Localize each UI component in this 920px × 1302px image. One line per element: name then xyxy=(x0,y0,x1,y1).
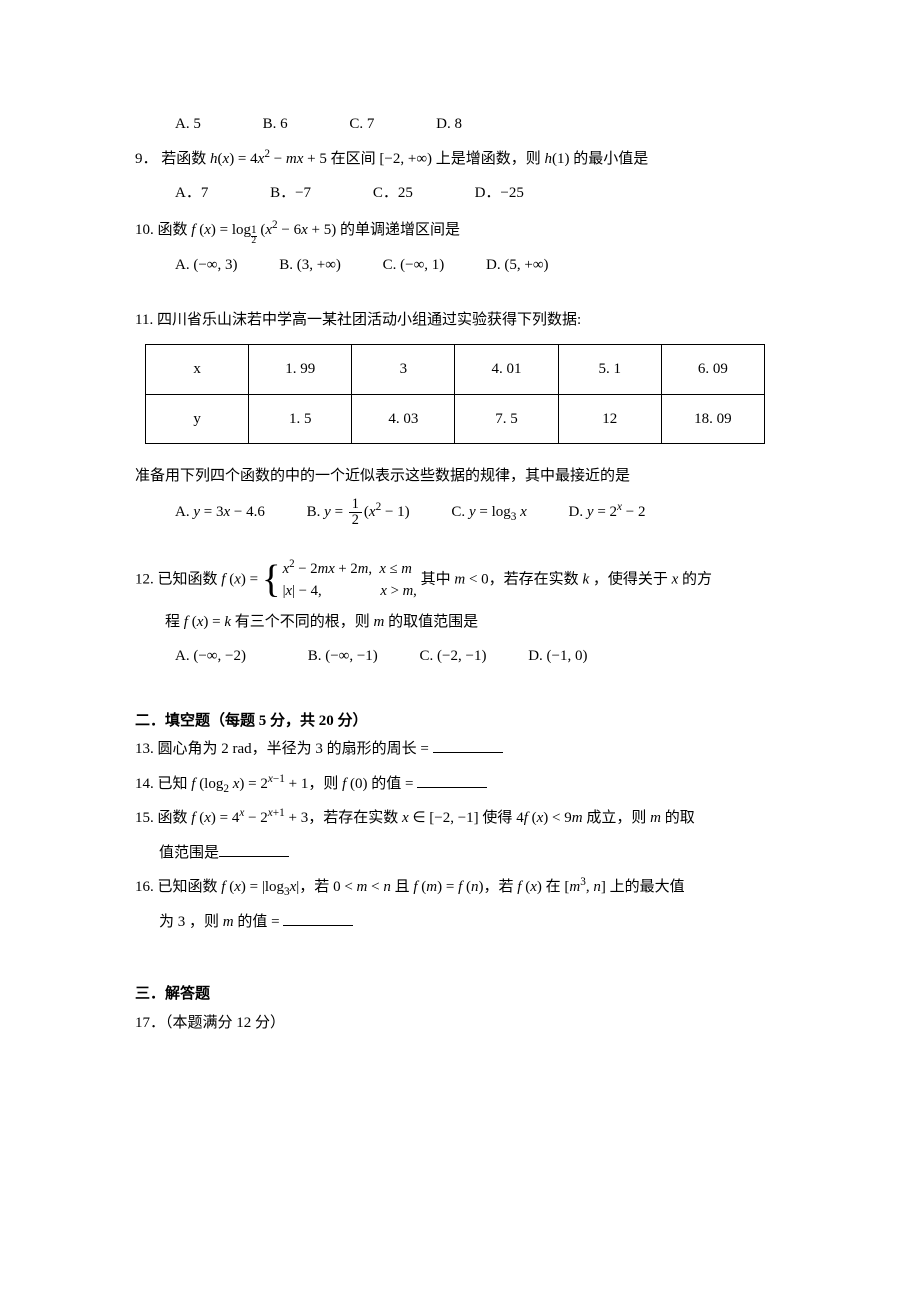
q11-opt-a: A. y = 3x − 4.6 xyxy=(175,498,265,527)
q9-opt-b: B．−7 xyxy=(270,179,311,208)
blank-input[interactable] xyxy=(417,773,487,788)
cell: 12 xyxy=(558,394,661,444)
q13: 13. 圆心角为 2 rad，半径为 3 的扇形的周长 = xyxy=(135,735,790,764)
section-3-heading: 三．解答题 xyxy=(135,980,790,1009)
q9-formula-h: h xyxy=(210,151,218,167)
q11-opt-b: B. y = 12(x2 − 1) xyxy=(307,497,410,528)
cell: 3 xyxy=(352,345,455,395)
blank-input[interactable] xyxy=(219,842,289,857)
cell: 1. 99 xyxy=(249,345,352,395)
q17: 17．（本题满分 12 分） xyxy=(135,1009,790,1038)
q11-opt-d: D. y = 2x − 2 xyxy=(569,498,646,527)
q9-text-3: 上是增函数，则 xyxy=(432,151,545,167)
q12-opt-c: C. (−2, −1) xyxy=(420,642,487,671)
q12-mid2: ，若存在实数 xyxy=(489,571,583,587)
cell: 6. 09 xyxy=(661,345,764,395)
q9-options: A．7 B．−7 C．25 D．−25 xyxy=(135,179,790,208)
exam-page: A. 5 B. 6 C. 7 D. 8 9． 若函数 h(x) = 4x2 − … xyxy=(0,0,920,1123)
q11-opt-c: C. y = log3 x xyxy=(451,498,526,527)
q9-text-1: 9． 若函数 xyxy=(135,151,210,167)
cell: 4. 01 xyxy=(455,345,558,395)
cell: y xyxy=(146,394,249,444)
q11-after: 准备用下列四个函数的中的一个近似表示这些数据的规律，其中最接近的是 xyxy=(135,462,790,491)
cell: 18. 09 xyxy=(661,394,764,444)
q12-line2: 程 f (x) = k 有三个不同的根，则 m 的取值范围是 xyxy=(135,608,790,637)
q14: 14. 已知 f (log2 x) = 2x−1 + 1，则 f (0) 的值 … xyxy=(135,770,790,799)
table-row: x 1. 99 3 4. 01 5. 1 6. 09 xyxy=(146,345,765,395)
blank-input[interactable] xyxy=(283,911,353,926)
q8-opt-c: C. 7 xyxy=(349,110,374,139)
q10-opt-b: B. (3, +∞) xyxy=(279,251,341,280)
q12-opt-a: A. (−∞, −2) xyxy=(175,642,246,671)
q10-text-2: 的单调递增区间是 xyxy=(336,222,460,238)
q9-text-4: 的最小值是 xyxy=(570,151,649,167)
q12-options: A. (−∞, −2) B. (−∞, −1) C. (−2, −1) D. (… xyxy=(135,642,790,671)
q12-pre: 12. 已知函数 xyxy=(135,571,221,587)
q9-opt-d: D．−25 xyxy=(475,179,524,208)
cell: x xyxy=(146,345,249,395)
q10-opt-c: C. (−∞, 1) xyxy=(383,251,445,280)
q8-options: A. 5 B. 6 C. 7 D. 8 xyxy=(135,110,790,139)
q16-line2: 为 3 ，则 m 的值 = xyxy=(135,908,790,937)
q11-options: A. y = 3x − 4.6 B. y = 12(x2 − 1) C. y =… xyxy=(135,497,790,528)
q10: 10. 函数 f (x) = log12 (x2 − 6x + 5) 的单调递增… xyxy=(135,216,790,246)
q8-opt-a: A. 5 xyxy=(175,110,201,139)
q11-table: x 1. 99 3 4. 01 5. 1 6. 09 y 1. 5 4. 03 … xyxy=(145,344,765,444)
q10-options: A. (−∞, 3) B. (3, +∞) C. (−∞, 1) D. (5, … xyxy=(135,251,790,280)
q8-opt-d: D. 8 xyxy=(436,110,462,139)
q12-opt-b: B. (−∞, −1) xyxy=(308,642,378,671)
q15-line2: 值范围是 xyxy=(135,839,790,868)
q15: 15. 函数 f (x) = 4x − 2x+1 + 3，若存在实数 x ∈ [… xyxy=(135,804,790,833)
q10-text-1: 10. 函数 xyxy=(135,222,191,238)
q10-opt-d: D. (5, +∞) xyxy=(486,251,548,280)
q12-cases: { x2 − 2mx + 2m, x ≤ m |x| − 4, x > m, xyxy=(262,558,417,602)
q9-text-2: 在区间 xyxy=(327,151,380,167)
cell: 5. 1 xyxy=(558,345,661,395)
section-2-heading: 二．填空题（每题 5 分，共 20 分） xyxy=(135,707,790,736)
cell: 4. 03 xyxy=(352,394,455,444)
q10-opt-a: A. (−∞, 3) xyxy=(175,251,237,280)
blank-input[interactable] xyxy=(433,739,503,754)
q11-text: 11. 四川省乐山沫若中学高一某社团活动小组通过实验获得下列数据: xyxy=(135,306,790,335)
q12: 12. 已知函数 f (x) = { x2 − 2mx + 2m, x ≤ m … xyxy=(135,558,790,602)
q8-opt-b: B. 6 xyxy=(263,110,288,139)
q16: 16. 已知函数 f (x) = |log3x|，若 0 < m < n 且 f… xyxy=(135,873,790,902)
cell: 7. 5 xyxy=(455,394,558,444)
q12-mid3: ，使得关于 xyxy=(589,571,672,587)
q9: 9． 若函数 h(x) = 4x2 − mx + 5 在区间 [−2, +∞) … xyxy=(135,145,790,174)
q12-opt-d: D. (−1, 0) xyxy=(528,642,587,671)
q12-mid: 其中 xyxy=(421,571,455,587)
q12-mid4: 的方 xyxy=(678,571,712,587)
q9-opt-a: A．7 xyxy=(175,179,208,208)
cell: 1. 5 xyxy=(249,394,352,444)
q9-opt-c: C．25 xyxy=(373,179,413,208)
table-row: y 1. 5 4. 03 7. 5 12 18. 09 xyxy=(146,394,765,444)
